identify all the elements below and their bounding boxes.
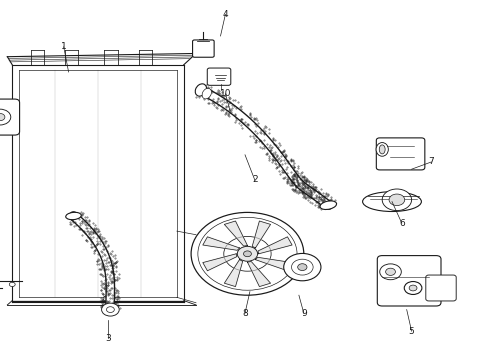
Text: 5: 5 xyxy=(409,327,415,336)
Circle shape xyxy=(198,217,297,290)
Circle shape xyxy=(0,113,5,121)
Circle shape xyxy=(389,194,405,206)
Ellipse shape xyxy=(379,145,385,154)
Ellipse shape xyxy=(320,201,337,210)
Text: 3: 3 xyxy=(105,334,111,343)
Ellipse shape xyxy=(202,88,212,99)
Circle shape xyxy=(103,296,110,301)
Circle shape xyxy=(386,268,395,275)
Polygon shape xyxy=(247,262,270,287)
Text: 10: 10 xyxy=(220,89,231,98)
Circle shape xyxy=(0,109,11,125)
Circle shape xyxy=(284,253,321,281)
Polygon shape xyxy=(252,221,270,248)
Circle shape xyxy=(9,282,15,287)
Circle shape xyxy=(382,189,412,211)
FancyBboxPatch shape xyxy=(426,275,456,301)
FancyBboxPatch shape xyxy=(376,138,425,170)
Text: 7: 7 xyxy=(428,157,434,166)
Circle shape xyxy=(404,282,422,294)
Circle shape xyxy=(237,246,258,261)
Circle shape xyxy=(106,307,114,312)
Polygon shape xyxy=(255,257,292,271)
Text: 6: 6 xyxy=(399,219,405,228)
Circle shape xyxy=(380,264,401,280)
FancyBboxPatch shape xyxy=(377,256,441,306)
Polygon shape xyxy=(203,254,237,271)
Circle shape xyxy=(298,264,307,271)
Polygon shape xyxy=(224,221,247,246)
Circle shape xyxy=(409,285,417,291)
Circle shape xyxy=(224,237,271,271)
Polygon shape xyxy=(224,260,243,287)
FancyBboxPatch shape xyxy=(193,40,214,57)
FancyBboxPatch shape xyxy=(207,68,231,85)
FancyBboxPatch shape xyxy=(0,99,20,135)
Circle shape xyxy=(191,212,304,295)
Ellipse shape xyxy=(105,304,116,315)
Ellipse shape xyxy=(363,192,421,211)
Text: 1: 1 xyxy=(61,42,67,51)
Ellipse shape xyxy=(376,143,388,156)
Polygon shape xyxy=(203,237,240,250)
Ellipse shape xyxy=(66,212,81,220)
Text: 9: 9 xyxy=(301,309,307,318)
Circle shape xyxy=(292,259,313,275)
Circle shape xyxy=(244,251,251,257)
Polygon shape xyxy=(258,237,292,254)
Text: 4: 4 xyxy=(222,10,228,19)
Text: 8: 8 xyxy=(242,309,248,318)
Text: 2: 2 xyxy=(252,175,258,184)
Circle shape xyxy=(101,303,119,316)
Ellipse shape xyxy=(195,84,207,96)
